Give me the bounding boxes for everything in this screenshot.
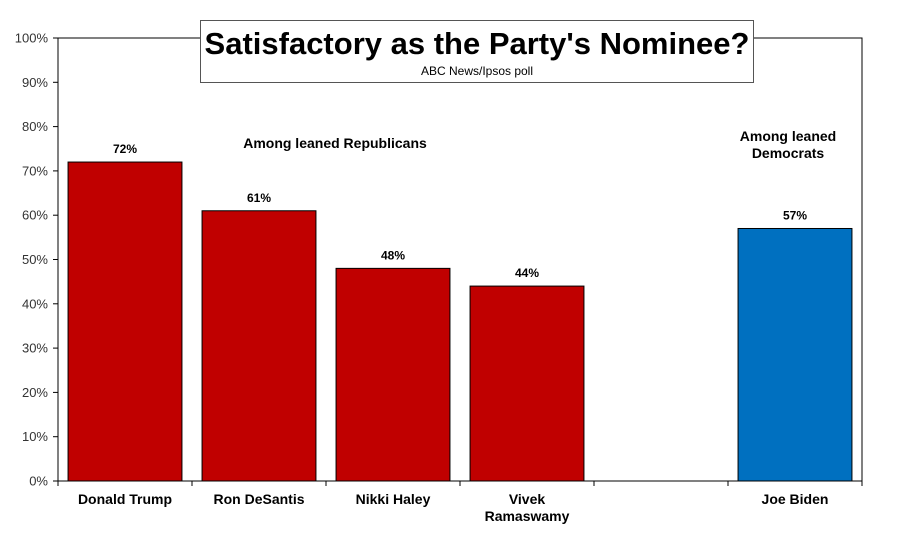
x-tick-label: Vivek Ramaswamy	[485, 491, 570, 524]
y-tick-label: 0%	[29, 474, 48, 489]
y-tick-label: 60%	[22, 208, 48, 223]
y-tick-label: 30%	[22, 341, 48, 356]
data-label: 72%	[113, 142, 137, 156]
y-tick-label: 10%	[22, 429, 48, 444]
y-tick-label: 20%	[22, 385, 48, 400]
y-tick-label: 80%	[22, 119, 48, 134]
y-tick-label: 50%	[22, 252, 48, 267]
chart-subtitle: ABC News/Ipsos poll	[420, 64, 534, 78]
data-label: 44%	[515, 266, 539, 280]
bar-ron-desantis	[201, 210, 317, 482]
bar-nikki-haley	[335, 267, 451, 482]
y-tick-label: 90%	[22, 75, 48, 90]
chart-title: Satisfactory as the Party's Nominee?	[204, 26, 750, 61]
data-label: 61%	[247, 191, 271, 205]
x-tick-label: Joe Biden	[762, 491, 829, 507]
x-tick-label: Donald Trump	[78, 491, 172, 507]
bar-donald-trump	[67, 161, 183, 482]
x-tick-label: Ron DeSantis	[213, 491, 304, 507]
annotation-republicans: Among leaned Republicans	[243, 135, 427, 151]
data-label: 48%	[381, 248, 405, 262]
bar-joe-biden	[737, 227, 853, 482]
y-tick-label: 70%	[22, 163, 48, 178]
y-tick-label: 40%	[22, 296, 48, 311]
x-tick-label: Nikki Haley	[356, 491, 431, 507]
bar-vivek-ramaswamy	[469, 285, 585, 482]
y-tick-label: 100%	[15, 31, 49, 46]
annotation-democrats: Among leaned Democrats	[739, 128, 837, 161]
data-label: 57%	[783, 208, 807, 222]
title-box: Satisfactory as the Party's Nominee? ABC…	[200, 20, 754, 83]
